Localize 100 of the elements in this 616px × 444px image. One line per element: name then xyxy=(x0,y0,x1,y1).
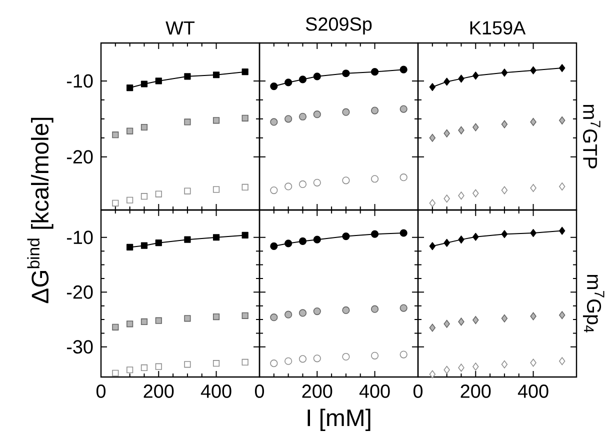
point xyxy=(284,357,292,365)
point xyxy=(212,234,220,241)
point xyxy=(242,358,248,366)
point xyxy=(429,324,436,332)
point xyxy=(298,355,307,363)
point xyxy=(184,118,191,126)
point xyxy=(458,236,464,244)
point xyxy=(298,180,307,188)
point xyxy=(400,350,408,358)
point xyxy=(501,68,508,77)
point xyxy=(530,118,536,126)
point xyxy=(472,316,479,324)
point xyxy=(444,129,450,138)
point xyxy=(370,305,379,313)
chart-title: WT xyxy=(166,22,195,35)
point xyxy=(270,82,278,90)
point xyxy=(140,124,148,131)
point xyxy=(370,230,379,238)
point xyxy=(112,324,119,330)
point xyxy=(342,352,350,361)
y-tick-label: -20 xyxy=(66,285,93,299)
point xyxy=(242,68,248,76)
x-tick-label: 200 xyxy=(144,384,174,398)
point xyxy=(429,199,436,208)
point xyxy=(370,352,379,360)
point xyxy=(270,360,278,368)
point xyxy=(184,188,191,194)
point xyxy=(429,134,436,142)
point xyxy=(429,242,436,250)
point xyxy=(342,70,350,78)
point xyxy=(444,78,450,86)
point xyxy=(126,84,134,92)
point xyxy=(458,318,464,326)
point xyxy=(400,174,408,182)
x-tick-label: 400 xyxy=(518,384,548,398)
point xyxy=(126,128,134,134)
point xyxy=(212,313,220,320)
point xyxy=(313,354,321,362)
point xyxy=(458,74,464,83)
text: m$^{7}$GTP xyxy=(583,104,600,168)
point xyxy=(212,360,220,367)
point xyxy=(370,175,379,183)
point xyxy=(472,72,479,80)
point xyxy=(472,362,479,371)
point xyxy=(112,132,119,138)
point xyxy=(126,320,134,328)
point xyxy=(298,112,307,120)
y-axis-title: ΔG$^{bind}$ [kcal/mole] xyxy=(27,118,54,304)
point xyxy=(212,72,220,78)
point xyxy=(284,115,292,123)
point xyxy=(284,310,292,318)
point xyxy=(313,308,321,316)
point xyxy=(342,232,350,240)
point xyxy=(400,66,408,74)
point xyxy=(298,237,307,246)
point xyxy=(184,315,191,322)
point xyxy=(370,68,379,76)
point xyxy=(284,182,292,190)
point xyxy=(140,80,148,88)
point xyxy=(370,106,379,114)
point xyxy=(501,360,508,368)
point xyxy=(559,226,566,235)
point xyxy=(559,357,566,366)
point xyxy=(559,64,566,72)
y-tick-label: -10 xyxy=(66,230,93,244)
point xyxy=(501,120,508,128)
point xyxy=(559,311,566,320)
point xyxy=(284,240,292,248)
point xyxy=(472,189,479,198)
y-tick-label: -30 xyxy=(66,340,93,354)
x-tick-label: 200 xyxy=(302,384,332,398)
point xyxy=(184,236,191,243)
point xyxy=(298,76,307,84)
point xyxy=(155,78,162,84)
point xyxy=(342,176,350,184)
point xyxy=(126,196,134,204)
point xyxy=(530,66,536,74)
point xyxy=(559,182,566,190)
y-tick-label: -20 xyxy=(66,150,93,164)
point xyxy=(112,200,119,206)
point xyxy=(242,114,248,122)
point xyxy=(112,370,119,376)
x-axis-title: I [mM] xyxy=(308,408,370,432)
point xyxy=(313,110,321,118)
point xyxy=(184,361,191,368)
point xyxy=(126,366,134,374)
point xyxy=(242,312,248,319)
point xyxy=(458,126,464,134)
point xyxy=(155,190,162,198)
point xyxy=(212,186,220,193)
point xyxy=(444,194,450,203)
point xyxy=(313,236,321,244)
point xyxy=(501,186,508,194)
point xyxy=(501,314,508,322)
point xyxy=(284,78,292,86)
point xyxy=(530,184,536,192)
point xyxy=(400,304,408,312)
point xyxy=(472,232,479,241)
point xyxy=(429,370,436,378)
chart-title: K159A xyxy=(470,21,526,35)
